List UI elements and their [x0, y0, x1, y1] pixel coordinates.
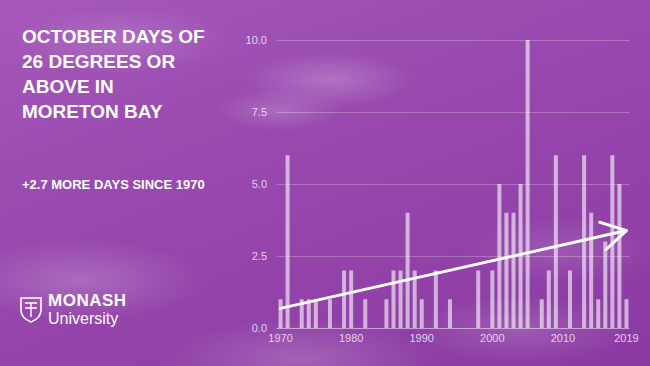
html-text:+2.7 MORE DAYS SINCE 1970: +2.7 MORE DAYS SINCE 1970 — [22, 177, 205, 192]
svg-text:1990: 1990 — [409, 332, 433, 344]
html-text:OCTOBER DAYS OF 26 DEGREES OR: OCTOBER DAYS OF 26 DEGREES OR ABOVE IN M… — [22, 26, 205, 122]
svg-text:0.0: 0.0 — [252, 322, 267, 334]
svg-text:7.5: 7.5 — [252, 106, 267, 118]
svg-text:2000: 2000 — [480, 332, 504, 344]
svg-text:1970: 1970 — [268, 332, 292, 344]
svg-text:10.0: 10.0 — [246, 34, 267, 46]
svg-text:2019: 2019 — [614, 332, 638, 344]
svg-text:1980: 1980 — [339, 332, 363, 344]
svg-text:2.5: 2.5 — [252, 250, 267, 262]
svg-text:5.0: 5.0 — [252, 178, 267, 190]
html-text:MONASH: MONASH — [48, 291, 127, 310]
svg-text:2010: 2010 — [551, 332, 575, 344]
html-text:University: University — [48, 310, 119, 327]
